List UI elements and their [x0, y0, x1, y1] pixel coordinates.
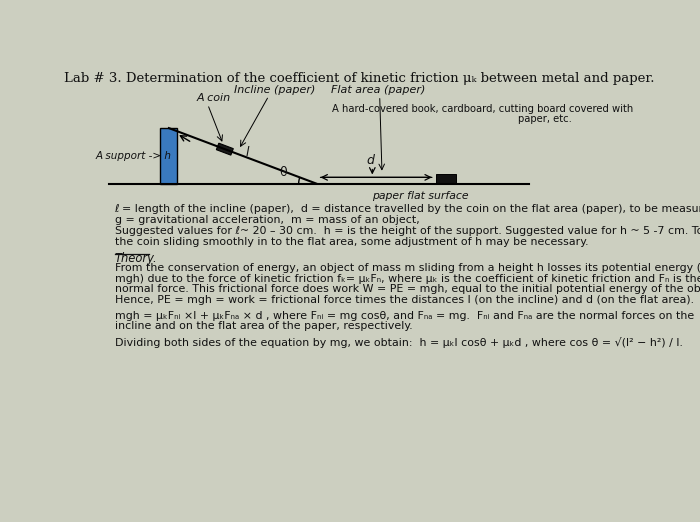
Text: Hence, PE = mgh = work = frictional force times the distances l (on the incline): Hence, PE = mgh = work = frictional forc…: [115, 295, 694, 305]
Bar: [436, 173, 456, 184]
Text: Incline (paper): Incline (paper): [234, 85, 316, 95]
Text: l: l: [246, 146, 249, 159]
Text: θ: θ: [279, 166, 286, 179]
Text: Suggested values for ℓ~ 20 – 30 cm.  h = is the height of the support. Suggested: Suggested values for ℓ~ 20 – 30 cm. h = …: [115, 226, 700, 236]
Text: From the conservation of energy, an object of mass m sliding from a height h los: From the conservation of energy, an obje…: [115, 263, 700, 273]
Bar: [216, 143, 233, 155]
Text: A hard-covered book, cardboard, cutting board covered with: A hard-covered book, cardboard, cutting …: [332, 104, 634, 114]
Text: A coin: A coin: [197, 93, 231, 103]
Text: g = gravitational acceleration,  m = mass of an object,: g = gravitational acceleration, m = mass…: [115, 215, 419, 225]
Bar: [160, 128, 177, 184]
Text: Flat area (paper): Flat area (paper): [331, 85, 426, 95]
Text: Dividing both sides of the equation by mg, we obtain:  h = μₖl cosθ + μₖd , wher: Dividing both sides of the equation by m…: [115, 337, 682, 348]
Text: normal force. This frictional force does work W = PE = mgh, equal to the initial: normal force. This frictional force does…: [115, 284, 700, 294]
Text: A support -> h: A support -> h: [95, 151, 172, 161]
Text: Theory.: Theory.: [115, 252, 158, 265]
Text: paper flat surface: paper flat surface: [372, 191, 469, 201]
Text: d: d: [367, 153, 374, 167]
Text: mgh = μₖFₙᵢ ×l + μₖFₙₐ × d , where Fₙᵢ = mg cosθ, and Fₙₐ = mg.  Fₙᵢ and Fₙₐ are: mgh = μₖFₙᵢ ×l + μₖFₙₐ × d , where Fₙᵢ =…: [115, 311, 694, 321]
Text: mgh) due to the force of kinetic friction fₖ= μₖFₙ, where μₖ is the coefficient : mgh) due to the force of kinetic frictio…: [115, 274, 700, 283]
Text: Lab # 3. Determination of the coefficient of kinetic friction μₖ between metal a: Lab # 3. Determination of the coefficien…: [64, 72, 654, 85]
Text: incline and on the flat area of the paper, respectively.: incline and on the flat area of the pape…: [115, 322, 412, 331]
Text: ℓ = length of the incline (paper),  d = distance travelled by the coin on the fl: ℓ = length of the incline (paper), d = d…: [115, 204, 700, 215]
Text: paper, etc.: paper, etc.: [518, 114, 572, 124]
Text: the coin sliding smoothly in to the flat area, some adjustment of h may be neces: the coin sliding smoothly in to the flat…: [115, 236, 588, 247]
